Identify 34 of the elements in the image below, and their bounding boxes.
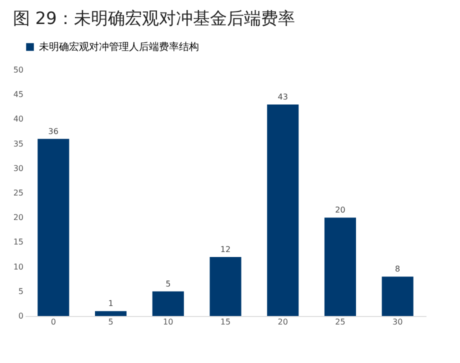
x-tick-label: 20 <box>278 318 288 326</box>
y-tick-label: 15 <box>13 238 24 247</box>
x-tick-label: 0 <box>50 318 56 326</box>
data-label: 43 <box>278 92 288 102</box>
y-tick-label: 35 <box>13 139 24 148</box>
y-tick-label: 50 <box>13 66 24 74</box>
chart-title: 图 29：未明确宏观对冲基金后端费率 <box>12 9 295 29</box>
bar <box>210 256 242 316</box>
bar <box>94 311 127 316</box>
x-tick-label: 10 <box>163 318 174 326</box>
y-tick-label: 10 <box>13 262 24 272</box>
x-tick-label: 25 <box>335 318 346 326</box>
bar <box>267 104 299 316</box>
y-tick-label: 30 <box>13 164 24 173</box>
x-tick-label: 30 <box>392 318 403 326</box>
data-label: 12 <box>220 244 231 254</box>
bar <box>152 291 184 316</box>
bar <box>382 276 414 316</box>
y-tick-label: 20 <box>13 213 24 222</box>
x-tick-label: 15 <box>220 318 231 326</box>
bar <box>38 138 70 316</box>
bar <box>324 218 356 316</box>
legend-label: 未明确宏观对冲管理人后端费率结构 <box>39 41 199 53</box>
data-label: 20 <box>335 206 346 215</box>
y-tick-label: 25 <box>13 188 24 198</box>
y-tick-label: 5 <box>18 286 24 296</box>
y-tick-label: 45 <box>13 90 24 100</box>
data-label: 8 <box>395 264 400 274</box>
data-label: 1 <box>108 299 114 308</box>
y-tick-label: 0 <box>18 312 24 320</box>
data-label: 36 <box>48 126 58 136</box>
data-label: 5 <box>166 279 171 288</box>
x-tick-label: 5 <box>108 318 114 326</box>
y-tick-label: 40 <box>13 114 24 124</box>
